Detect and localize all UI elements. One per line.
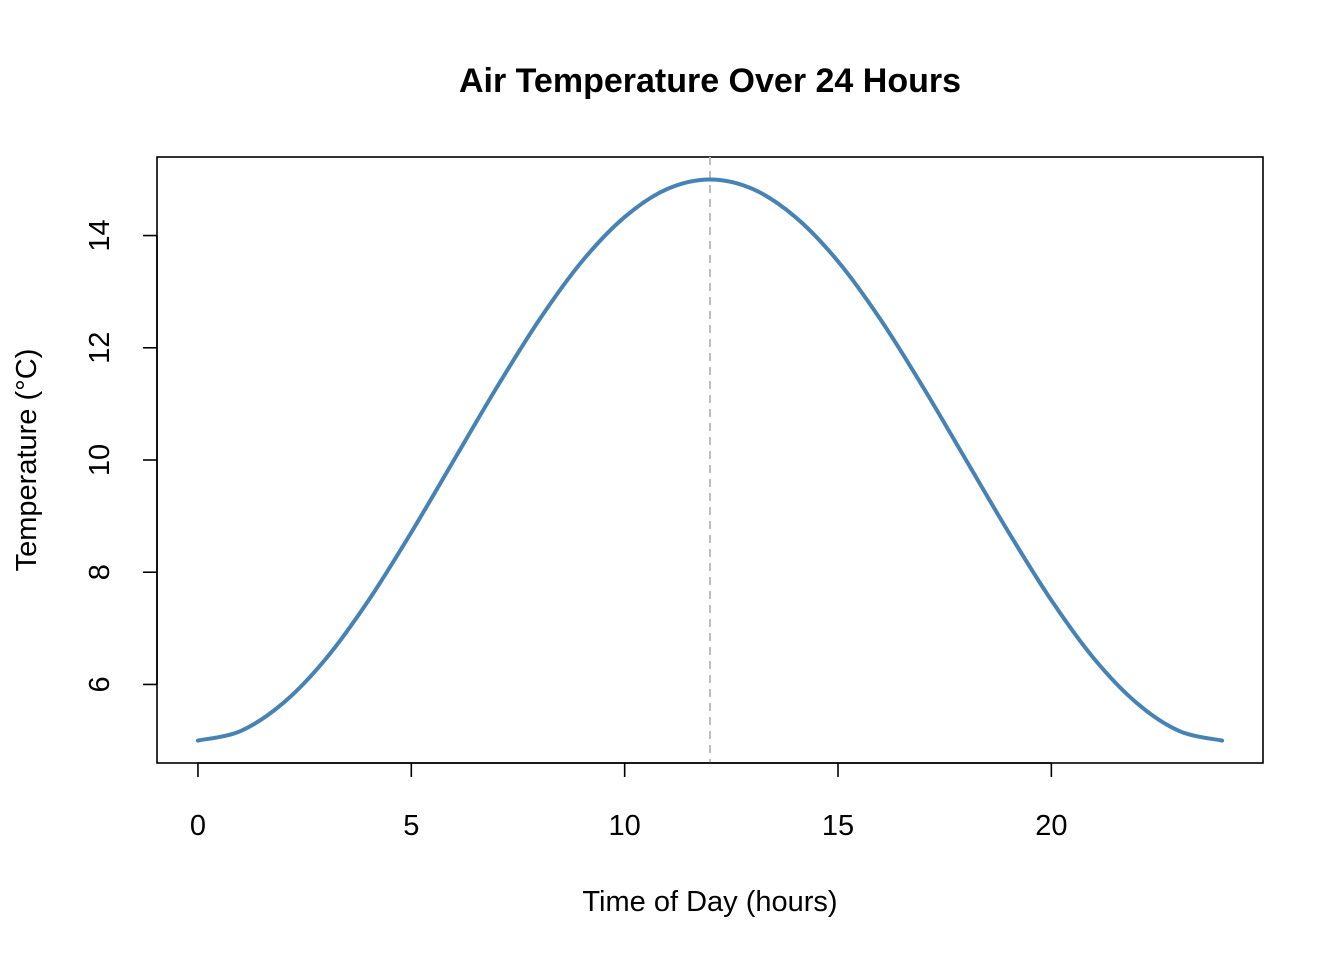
y-axis: 6 8 10 12 14 xyxy=(84,219,158,693)
y-tick-label: 6 xyxy=(84,676,116,692)
x-tick-label: 5 xyxy=(403,810,419,842)
x-axis-label: Time of Day (hours) xyxy=(582,886,837,918)
y-tick-label: 14 xyxy=(84,219,116,251)
x-tick-label: 0 xyxy=(190,810,206,842)
x-tick-label: 10 xyxy=(609,810,641,842)
series-line-temperature xyxy=(195,177,1225,743)
y-tick-label: 10 xyxy=(84,444,116,476)
chart-title: Air Temperature Over 24 Hours xyxy=(459,62,961,100)
x-tick-label: 15 xyxy=(822,810,854,842)
series-lines xyxy=(195,177,1225,743)
y-tick-label: 12 xyxy=(84,332,116,364)
y-tick-label: 8 xyxy=(84,564,116,580)
x-axis: 0 5 10 15 20 xyxy=(190,762,1067,842)
x-tick-label: 20 xyxy=(1035,810,1067,842)
y-axis-label: Temperature (°C) xyxy=(11,349,43,572)
